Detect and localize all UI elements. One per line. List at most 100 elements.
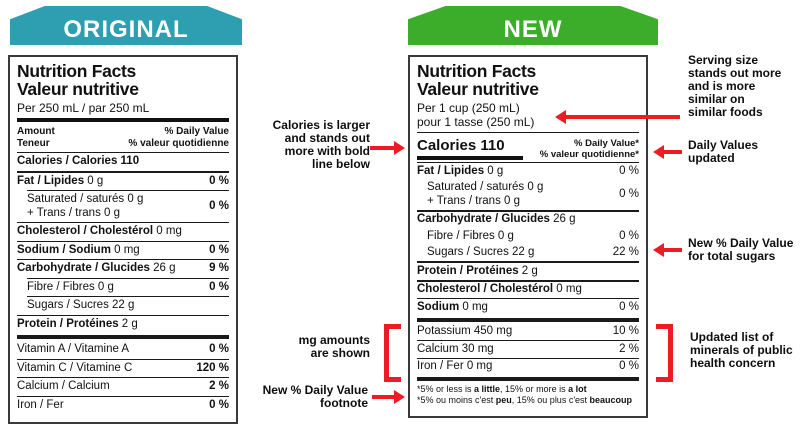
daily-value-percent: 0 % — [619, 229, 639, 242]
nutrient-row: Fibre / Fibres 0 g 0 % — [417, 228, 639, 245]
daily-value-percent: 9 % — [209, 262, 229, 274]
separator-rule — [417, 377, 639, 381]
nutrient-row: Calcium / Calcium 2 % — [17, 378, 229, 396]
daily-value-percent: 0 % — [209, 199, 229, 212]
nutrient-row: Sodium 0 mg 0 % — [417, 299, 639, 316]
nutrient-row: Carbohydrate / Glucides 26 g — [417, 212, 639, 229]
separator-rule — [17, 152, 229, 153]
daily-value-percent: 0 % — [209, 398, 229, 411]
nutrient-row: Iron / Fer 0 mg 0 % — [417, 359, 639, 376]
nutrient-row: Saturated / saturés 0 g + Trans / trans 0… — [417, 180, 639, 210]
nutrient-row: Calories / Calories 110 — [17, 153, 229, 171]
footnote-line: *5% ou moins c'est peu, 15% ou plus c'es… — [417, 395, 633, 405]
nutrient-name: Vitamin C / Vitamine C — [17, 361, 133, 374]
nutrient-row: Calcium 30 mg 2 % — [417, 341, 639, 358]
arrow-left-icon — [653, 243, 682, 257]
nutrient-name: Fat / Lipides 0 g — [417, 164, 504, 177]
separator-rule — [17, 335, 229, 339]
separator-rule — [27, 277, 229, 279]
nutrient-row: Potassium 450 mg 10 % — [417, 324, 639, 341]
separator-rule — [417, 162, 639, 163]
nutrient-name: Saturated / saturés 0 g + Trans / trans 0… — [27, 193, 144, 219]
separator-rule — [27, 296, 229, 297]
nutrient-name: Protein / Protéines 2 g — [17, 317, 138, 330]
original-column-header: Amount Teneur % Daily Value % valeur quo… — [17, 124, 229, 152]
annotation-mg-amounts: mg amounts are shown — [298, 333, 370, 360]
bracket-icon — [384, 324, 401, 382]
nutrient-row: Cholesterol / Cholestérol 0 mg — [417, 282, 639, 299]
separator-rule — [17, 395, 229, 397]
original-title-en: Nutrition Facts — [17, 61, 136, 81]
separator-rule — [17, 377, 229, 378]
nutrient-row: Sodium / Sodium 0 mg 0 % — [17, 242, 229, 260]
amount-header: Amount Teneur — [17, 126, 55, 149]
amount-fr: Teneur — [17, 137, 50, 149]
separator-bar — [17, 118, 229, 122]
nutrient-name: Potassium 450 mg — [417, 325, 513, 337]
bracket-icon — [656, 324, 673, 382]
separator-rule — [17, 170, 229, 173]
nutrient-name: Iron / Fer — [17, 398, 64, 411]
daily-value-percent: 0 % — [209, 174, 229, 187]
daily-value-percent: 0 % — [619, 360, 639, 372]
separator-rule — [17, 259, 229, 260]
nutrient-name: Iron / Fer 0 mg — [417, 360, 493, 372]
daily-value-percent: 0 % — [619, 164, 639, 177]
nutrient-row: Protein / Protéines 2 g — [417, 263, 639, 280]
new-title-en: Nutrition Facts — [417, 61, 536, 81]
arrow-left-icon — [555, 110, 680, 124]
nutrient-name: Protein / Protéines 2 g — [417, 264, 538, 277]
amount-en: Amount — [17, 126, 55, 137]
separator-rule — [417, 298, 639, 299]
separator-rule — [417, 209, 639, 212]
daily-value-percent: 10 % — [612, 325, 639, 337]
nutrient-row: Iron / Fer 0 % — [17, 397, 229, 415]
separator-rule — [417, 132, 639, 133]
annotation-calories-larger: Calories is larger and stands out more w… — [272, 118, 370, 171]
daily-value-percent: 2 % — [619, 342, 639, 355]
new-nutrition-label: Nutrition Facts Valeur nutritive Per 1 c… — [408, 55, 648, 418]
original-title-fr: Valeur nutritive — [17, 79, 139, 99]
daily-value-fr: % valeur quotidienne — [128, 137, 229, 149]
nutrient-name: Saturated / saturés 0 g + Trans / trans 0… — [427, 181, 544, 207]
daily-value-percent: 0 % — [209, 243, 229, 256]
original-banner: ORIGINAL — [10, 6, 242, 45]
nutrient-name: Sodium 0 mg — [417, 300, 488, 313]
daily-value-percent: 0 % — [619, 300, 639, 313]
new-banner: NEW — [408, 6, 658, 45]
new-calories-section: Calories 110 % Daily Value* % valeur quo… — [417, 133, 639, 162]
nutrient-name: Calcium 30 mg — [417, 342, 494, 355]
nutrient-row: Cholesterol / Cholestérol 0 mg — [17, 223, 229, 241]
new-nutrient-rows: Fat / Lipides 0 g 0 % Saturated / saturés … — [417, 163, 639, 381]
original-serving-size: Per 250 mL / par 250 mL — [17, 101, 150, 115]
separator-rule — [17, 314, 229, 316]
original-nutrition-label: Nutrition Facts Valeur nutritive Per 250… — [8, 55, 238, 424]
footnote-line: *5% or less is a little, 15% or more is … — [417, 384, 587, 394]
daily-value-en: % Daily Value* — [574, 138, 639, 149]
nutrient-name: Fibre / Fibres 0 g — [427, 229, 514, 242]
original-nutrient-rows: Calories / Calories 110 Fat / Lipides 0 g… — [17, 153, 229, 414]
annotation-daily-values: Daily Values updated — [688, 138, 759, 165]
annotation-serving-size: Serving size stands out more and is more… — [688, 53, 782, 119]
daily-value-percent: 2 % — [209, 380, 229, 392]
nutrient-row: Fat / Lipides 0 g 0 % — [17, 173, 229, 191]
daily-value-footnote: *5% or less is a little, 15% or more is … — [417, 384, 639, 406]
separator-rule — [417, 261, 639, 263]
nutrient-name: Sugars / Sucres 22 g — [427, 246, 535, 258]
nutrient-row: Protein / Protéines 2 g — [17, 316, 229, 334]
nutrient-name: Cholesterol / Cholestérol 0 mg — [17, 225, 182, 237]
nutrient-name: Carbohydrate / Glucides 26 g — [417, 213, 576, 225]
daily-value-percent: 120 % — [196, 361, 229, 374]
separator-rule — [417, 279, 639, 282]
arrow-right-icon — [370, 141, 405, 155]
new-title-fr: Valeur nutritive — [417, 79, 539, 99]
new-serving-size-en: Per 1 cup (250 mL) — [417, 101, 520, 115]
arrow-right-icon — [372, 390, 405, 404]
calories-bold-underline — [417, 156, 523, 160]
arrow-left-icon — [653, 145, 682, 159]
nutrient-name: Carbohydrate / Glucides 26 g — [17, 262, 176, 274]
nutrient-row: Vitamin A / Vitamine A 0 % — [17, 341, 229, 359]
nutrient-name: Sugars / Sucres 22 g — [27, 299, 135, 311]
annotation-sugars-dv: New % Daily Value for total sugars — [688, 236, 794, 263]
